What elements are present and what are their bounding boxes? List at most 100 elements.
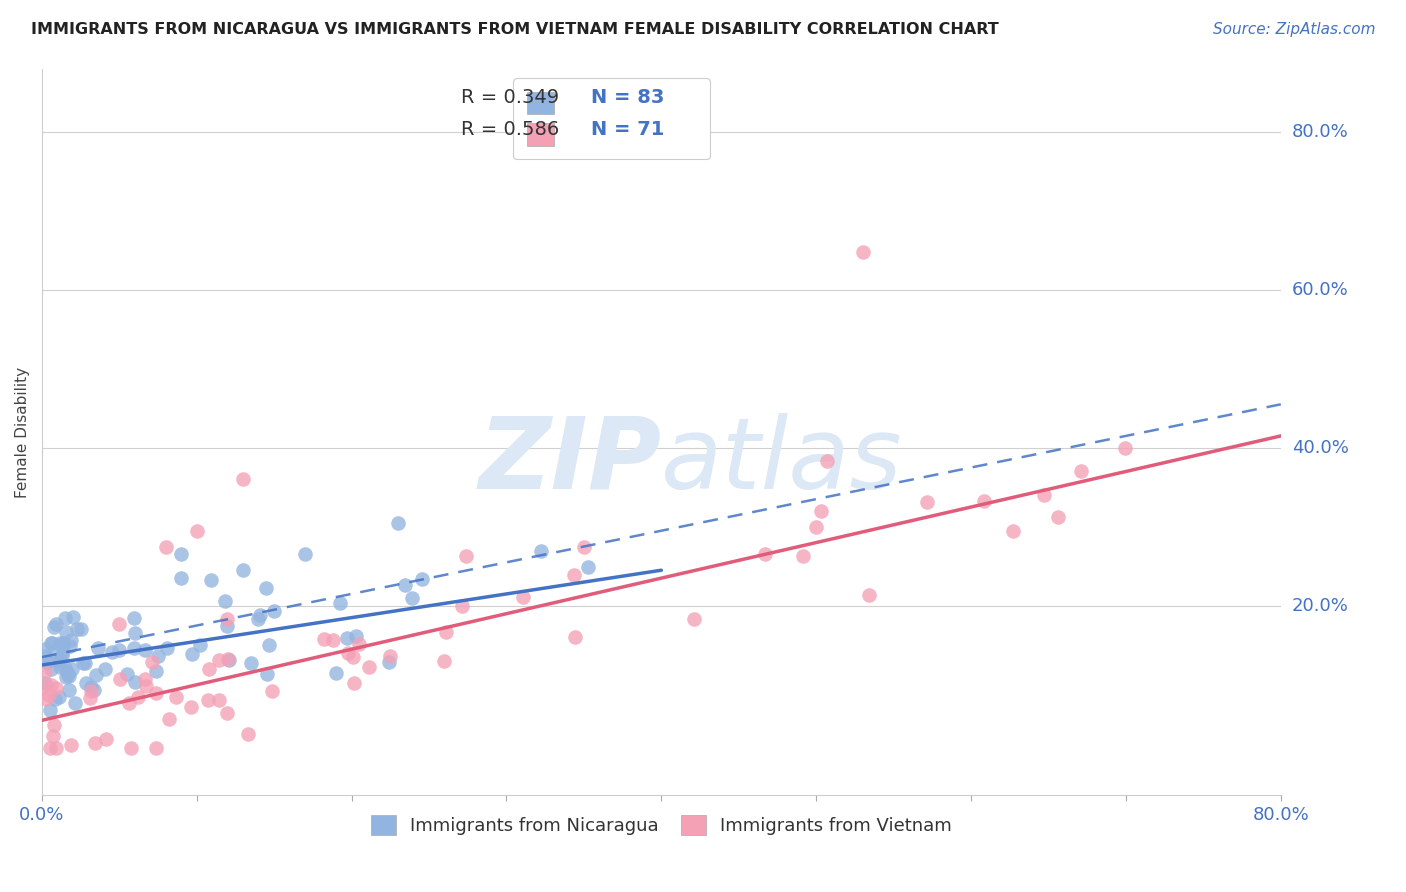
Point xyxy=(42,729,65,743)
Point xyxy=(53,611,76,625)
Point xyxy=(804,520,827,534)
Point xyxy=(41,636,63,650)
Point xyxy=(49,660,72,674)
Point xyxy=(80,683,103,698)
Point xyxy=(232,472,254,486)
Point xyxy=(42,644,65,658)
Point xyxy=(108,642,131,657)
Point xyxy=(45,741,67,756)
Point xyxy=(256,667,278,681)
Point xyxy=(342,649,364,664)
Point xyxy=(63,696,86,710)
Point xyxy=(83,682,105,697)
Point xyxy=(120,741,142,756)
Point xyxy=(145,664,167,678)
Text: Source: ZipAtlas.com: Source: ZipAtlas.com xyxy=(1212,22,1375,37)
Point xyxy=(217,652,239,666)
Point xyxy=(101,645,124,659)
Point xyxy=(34,648,56,663)
Point xyxy=(118,697,141,711)
Point xyxy=(42,718,65,732)
Point xyxy=(58,683,80,698)
Text: N = 83: N = 83 xyxy=(591,88,664,107)
Point xyxy=(55,670,77,684)
Point xyxy=(349,637,371,651)
Point xyxy=(48,653,70,667)
Point xyxy=(66,622,89,636)
Legend: Immigrants from Nicaragua, Immigrants from Vietnam: Immigrants from Nicaragua, Immigrants fr… xyxy=(361,805,962,845)
Point xyxy=(45,681,67,695)
Point xyxy=(180,699,202,714)
Point xyxy=(134,643,156,657)
Point xyxy=(512,590,534,604)
Point xyxy=(127,690,149,705)
Point xyxy=(394,578,416,592)
Point xyxy=(59,639,82,653)
Y-axis label: Female Disability: Female Disability xyxy=(15,367,30,498)
Point xyxy=(217,612,239,626)
Text: atlas: atlas xyxy=(661,412,903,509)
Point xyxy=(51,644,73,658)
Point xyxy=(325,665,347,680)
Point xyxy=(34,676,56,690)
Point xyxy=(108,672,131,686)
Point xyxy=(84,667,107,681)
Point xyxy=(157,712,180,726)
Point xyxy=(434,624,457,639)
Point xyxy=(39,741,62,756)
Point xyxy=(48,653,70,667)
Point xyxy=(75,675,97,690)
Point xyxy=(246,612,269,626)
Point xyxy=(450,599,472,614)
Point xyxy=(34,665,56,679)
Point xyxy=(186,524,208,538)
Point xyxy=(52,635,75,649)
Point xyxy=(190,638,212,652)
Point xyxy=(35,692,58,706)
Point xyxy=(60,739,83,753)
Point xyxy=(858,588,880,602)
Point xyxy=(58,669,80,683)
Point xyxy=(263,603,285,617)
Point xyxy=(170,571,193,585)
Point xyxy=(170,548,193,562)
Point xyxy=(156,640,179,655)
Point xyxy=(378,648,401,663)
Point xyxy=(215,619,238,633)
Point xyxy=(249,608,271,623)
Point xyxy=(124,626,146,640)
Point xyxy=(200,573,222,587)
Point xyxy=(214,593,236,607)
Point xyxy=(37,655,59,669)
Point xyxy=(72,657,94,671)
Point xyxy=(454,549,477,564)
Point xyxy=(411,572,433,586)
Point xyxy=(336,646,359,660)
Point xyxy=(336,631,359,645)
Point xyxy=(387,516,409,530)
Point xyxy=(254,581,277,595)
Point xyxy=(44,692,66,706)
Point xyxy=(215,706,238,720)
Text: N = 71: N = 71 xyxy=(591,120,664,139)
Point xyxy=(682,612,704,626)
Point xyxy=(810,504,832,518)
Point xyxy=(53,661,76,675)
Point xyxy=(39,636,62,650)
Point xyxy=(232,563,254,577)
Point xyxy=(34,642,56,657)
Point xyxy=(1114,441,1136,455)
Point xyxy=(80,680,103,694)
Point xyxy=(56,665,79,679)
Point xyxy=(197,693,219,707)
Point xyxy=(52,638,75,652)
Point xyxy=(754,547,776,561)
Point xyxy=(145,741,167,756)
Text: 80.0%: 80.0% xyxy=(1292,123,1348,141)
Point xyxy=(359,660,381,674)
Point xyxy=(83,736,105,750)
Point xyxy=(562,567,585,582)
Point xyxy=(124,674,146,689)
Point xyxy=(208,653,231,667)
Point xyxy=(343,676,366,690)
